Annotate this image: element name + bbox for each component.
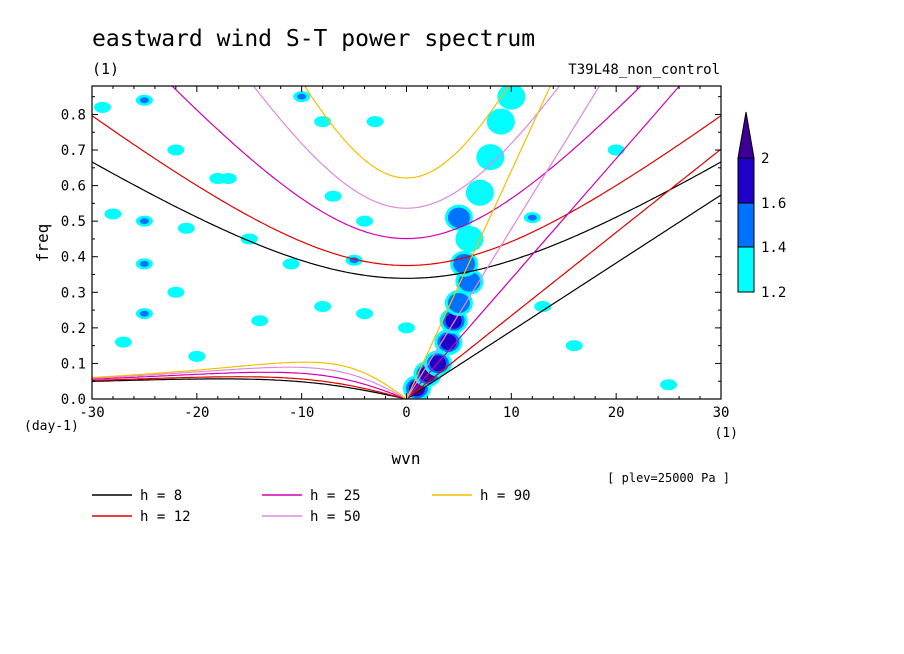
ridge-patch — [455, 225, 484, 252]
legend-label: h = 90 — [480, 488, 531, 504]
power-patch — [607, 144, 625, 156]
legend-label: h = 12 — [140, 509, 191, 525]
legend: h = 8 h = 12 h = 25 h = 50 h = 90 — [92, 488, 531, 525]
legend-label: h = 8 — [140, 488, 182, 504]
x-tick-label: 10 — [503, 405, 520, 421]
power-patch — [167, 286, 185, 298]
power-patch — [219, 172, 237, 184]
curve-ig-25 — [171, 86, 642, 240]
power-patch-core — [139, 97, 149, 104]
power-patch — [398, 322, 415, 334]
power-patch-core — [139, 310, 149, 317]
power-patch — [565, 340, 583, 352]
colorbar-label: 2 — [761, 151, 769, 167]
power-patch — [314, 116, 332, 128]
colorbar-box — [737, 246, 755, 293]
ridge-patch-l3 — [440, 334, 457, 351]
y-tick-label: 0.5 — [61, 214, 86, 230]
ridge-patch — [486, 108, 515, 135]
chart-subtitle-right: T39L48_non_control — [568, 62, 720, 78]
y-tick-label: 0.0 — [61, 392, 86, 408]
axis-ticks: -30 -20 -10 0 10 20 30 0.0 0.1 0.2 0.3 0.4 0.5 0.6 0.7… — [61, 86, 730, 421]
y-axis-unit: (day-1) — [24, 419, 79, 434]
x-tick-label: -20 — [184, 405, 209, 421]
chart-title: eastward wind S-T power spectrum — [92, 26, 535, 52]
x-tick-label: 0 — [402, 405, 410, 421]
legend-label: h = 25 — [310, 488, 361, 504]
power-patch — [534, 301, 552, 313]
curve-kelvin-8 — [406, 194, 721, 399]
colorbar-label: 1.4 — [761, 240, 786, 256]
power-patch-core — [139, 218, 149, 225]
curve-ig-12 — [92, 115, 721, 267]
y-tick-label: 0.2 — [61, 321, 86, 337]
x-tick-label: 30 — [713, 405, 730, 421]
power-patch — [251, 315, 269, 327]
power-contours — [93, 86, 678, 399]
x-tick-label: 20 — [608, 405, 625, 421]
legend-label: h = 50 — [310, 509, 361, 525]
power-patch-core — [297, 93, 307, 100]
y-tick-label: 0.1 — [61, 356, 86, 372]
y-tick-label: 0.4 — [61, 250, 86, 266]
curve-rossby-90 — [92, 361, 407, 399]
curve-ig-8 — [92, 161, 721, 279]
y-tick-label: 0.7 — [61, 143, 86, 159]
y-tick-label: 0.3 — [61, 285, 86, 301]
colorbar-box — [737, 202, 755, 248]
curve-kelvin-25 — [406, 86, 681, 399]
power-patch — [356, 308, 374, 320]
y-tick-label: 0.6 — [61, 179, 86, 195]
power-patch — [356, 215, 374, 227]
curve-kelvin-90 — [405, 86, 551, 399]
power-patch — [177, 222, 195, 234]
y-axis-label: freq — [33, 224, 52, 263]
curve-ig-90 — [303, 86, 510, 179]
power-patch — [366, 116, 384, 128]
power-patch — [114, 336, 132, 348]
x-axis-unit: (1) — [715, 426, 738, 441]
curve-kelvin-50 — [405, 86, 601, 399]
power-patch — [104, 208, 122, 220]
plev-annotation: [ plev=25000 Pa ] — [607, 471, 730, 485]
curve-rossby-12 — [92, 376, 407, 399]
colorbar-label: 1.6 — [761, 196, 786, 212]
dispersion-curves — [92, 86, 721, 399]
power-patch — [660, 379, 678, 391]
colorbar: 1.2 1.4 1.6 2 — [737, 111, 786, 301]
x-tick-label: -10 — [289, 405, 314, 421]
ridge-patch-l2 — [447, 207, 470, 228]
power-patch-core — [139, 260, 149, 267]
curve-rossby-50 — [92, 366, 407, 399]
x-tick-label: -30 — [79, 405, 104, 421]
colorbar-triangle — [737, 111, 755, 159]
y-tick-label: 0.8 — [61, 107, 86, 123]
power-patch — [324, 190, 342, 202]
curve-rossby-25 — [92, 371, 407, 399]
colorbar-label: 1.2 — [761, 285, 786, 301]
chart-subtitle-left: (1) — [92, 60, 119, 78]
curve-kelvin-12 — [406, 148, 721, 399]
power-patch — [188, 350, 206, 362]
power-patch — [314, 301, 332, 313]
power-patch-core — [527, 214, 537, 221]
power-patch — [167, 144, 185, 156]
power-patch — [240, 233, 258, 245]
plot-frame — [91, 85, 722, 400]
power-patch — [282, 258, 300, 270]
colorbar-box — [737, 157, 755, 204]
curve-ig-50 — [252, 86, 561, 209]
power-patch — [93, 101, 111, 113]
x-axis-label: wvn — [392, 449, 421, 468]
ridge-patch — [465, 179, 494, 206]
curve-rossby-8 — [92, 378, 407, 399]
ridge-patch — [476, 144, 505, 171]
